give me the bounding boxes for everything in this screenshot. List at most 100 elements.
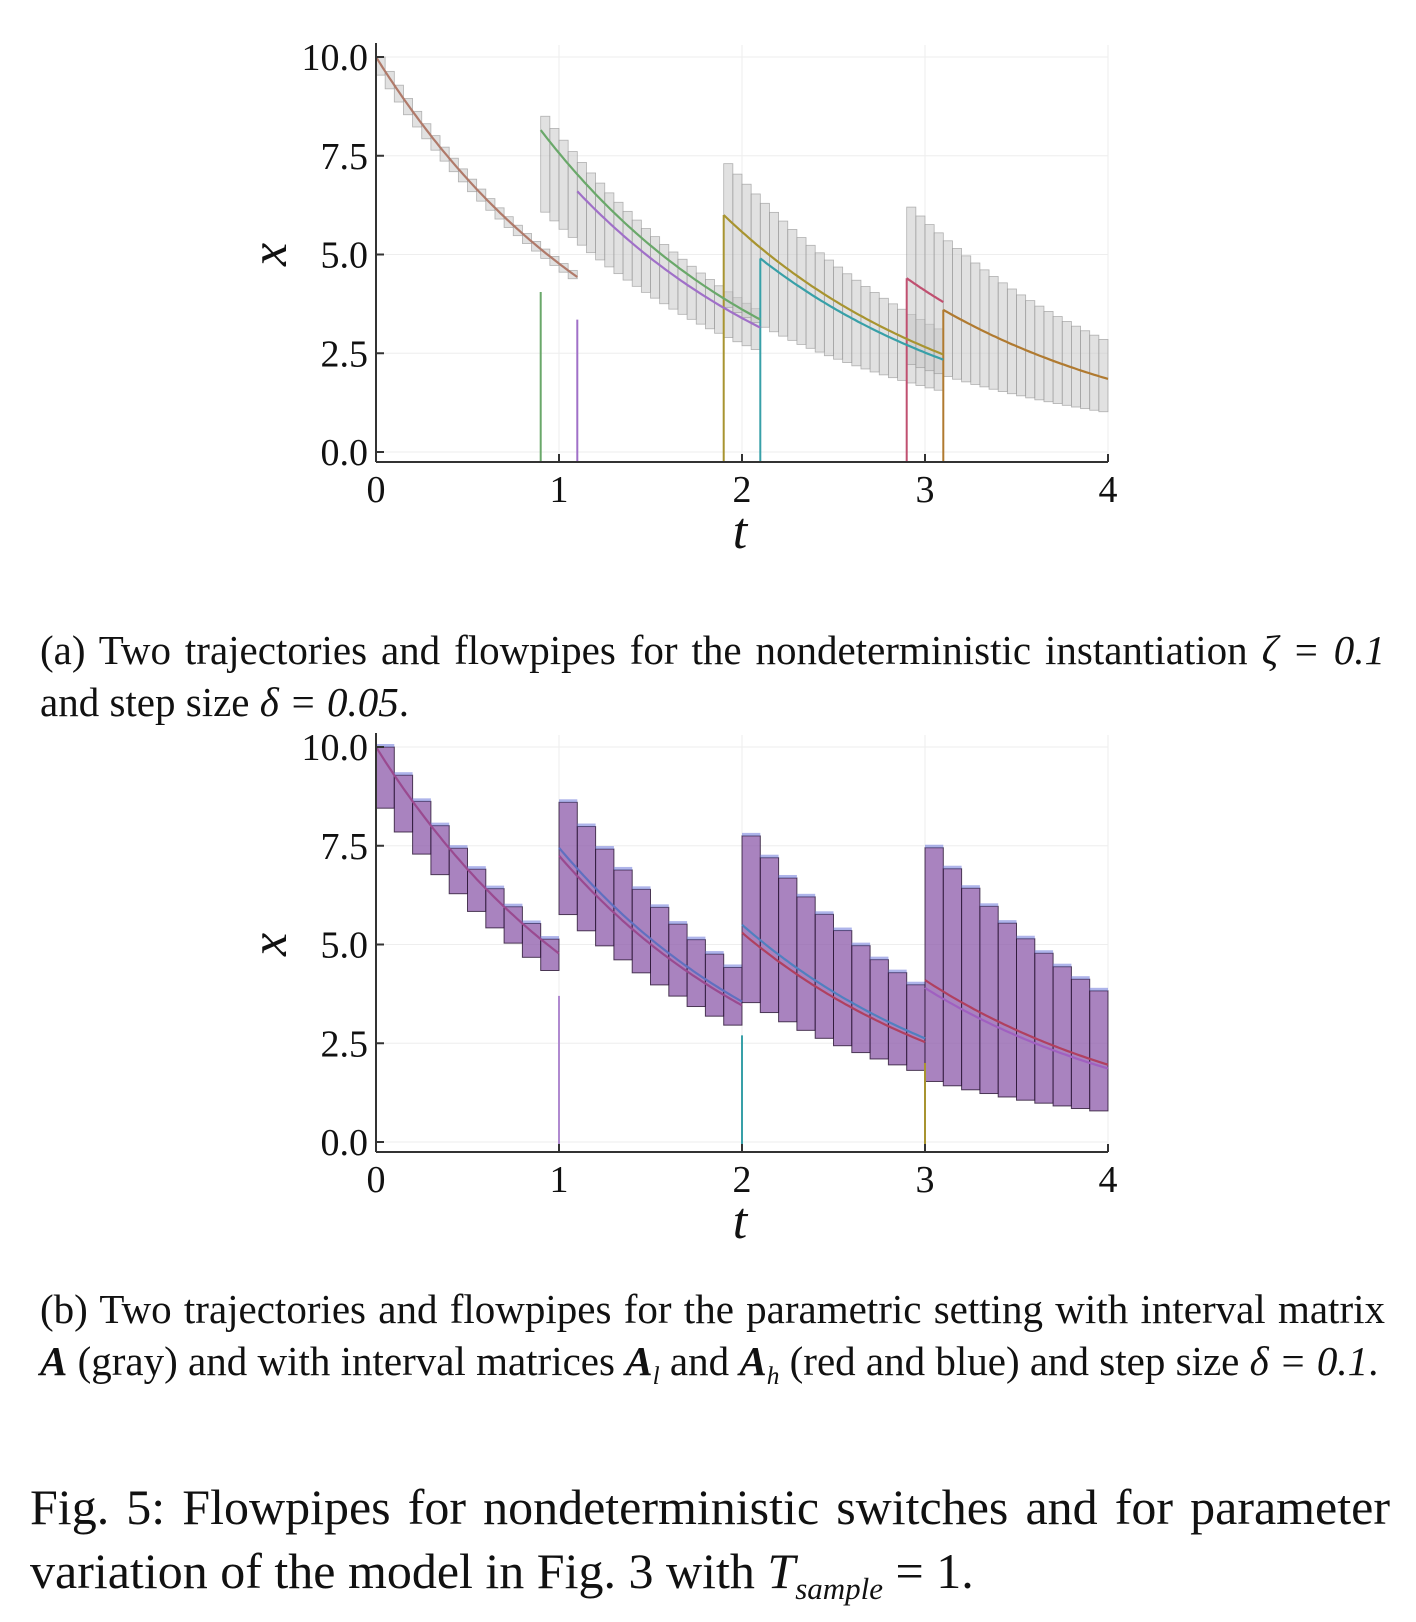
flowpipe-box bbox=[961, 887, 981, 1091]
trajectory-segment bbox=[942, 308, 1109, 380]
flowpipe-box-edge bbox=[906, 981, 925, 985]
trajectories bbox=[375, 56, 1109, 380]
flowpipe-box-edge bbox=[778, 874, 797, 878]
flowpipe-box bbox=[503, 906, 523, 944]
flowpipe-box-edge bbox=[376, 744, 395, 747]
flowpipe-box bbox=[942, 868, 963, 1087]
flowpipe-box bbox=[1016, 294, 1027, 397]
trajectory-segment bbox=[906, 277, 944, 304]
flowpipe-box-edge bbox=[1016, 935, 1035, 939]
flowpipe-box bbox=[375, 746, 395, 809]
trajectory-segment bbox=[558, 854, 743, 1007]
flowpipe-box bbox=[814, 913, 835, 1039]
trajectory-segment bbox=[741, 931, 926, 1044]
trajectory-segment bbox=[924, 979, 1109, 1066]
flowpipe-box-edge bbox=[650, 904, 669, 908]
y-tick-label: 2.5 bbox=[321, 333, 369, 375]
flowpipe-box bbox=[1025, 300, 1036, 399]
trajectory-segment bbox=[924, 986, 1109, 1070]
trajectory-segment bbox=[539, 129, 761, 321]
x-tick-label: 3 bbox=[916, 469, 935, 511]
flowpipe-box bbox=[393, 774, 414, 833]
flowpipe-box-edge bbox=[961, 885, 980, 889]
flowpipe-box-edge bbox=[577, 823, 596, 827]
x-tick-label: 1 bbox=[550, 469, 569, 511]
flowpipe-box-edge bbox=[925, 844, 944, 848]
figure-caption-t: T bbox=[767, 1543, 796, 1599]
y-tick-label: 2.5 bbox=[321, 1023, 369, 1065]
flowpipe-box-edge bbox=[430, 822, 450, 826]
caption-b-and: and bbox=[659, 1338, 740, 1384]
caption-b-sub-h: h bbox=[766, 1362, 780, 1391]
caption-b-mid1: (gray) and with interval matrices bbox=[67, 1338, 626, 1384]
caption-a-delta: δ = 0.05 bbox=[259, 679, 399, 725]
flowpipe-box bbox=[979, 905, 999, 1095]
flowpipe-box bbox=[750, 193, 761, 323]
flowpipe-box bbox=[1016, 938, 1036, 1101]
figure-caption-sub: sample bbox=[795, 1571, 884, 1606]
flowpipe-box bbox=[723, 163, 734, 308]
flowpipe-box-edge bbox=[613, 866, 633, 870]
caption-b: (b) Two trajectories and flowpipes for t… bbox=[40, 1283, 1385, 1402]
trajectory-segment bbox=[722, 214, 944, 356]
flowpipe-box bbox=[952, 248, 963, 380]
flowpipe-box-edge bbox=[1053, 963, 1072, 967]
y-tick-label: 0.0 bbox=[321, 432, 369, 474]
flowpipe-box bbox=[961, 255, 972, 383]
flowpipe-box-edge bbox=[742, 832, 761, 836]
flowpipe-box-edge bbox=[449, 845, 468, 849]
trajectory-segment bbox=[375, 56, 578, 278]
flowpipe-box-edge bbox=[1071, 976, 1090, 980]
flowpipe-box bbox=[732, 173, 743, 314]
flowpipe-box-edge bbox=[851, 942, 871, 946]
flowpipe-box bbox=[970, 262, 981, 385]
caption-a-zeta: ζ = 0.1 bbox=[1261, 627, 1385, 673]
figure-caption-eq: = 1 bbox=[883, 1543, 962, 1599]
x-axis-label: t bbox=[733, 1193, 749, 1250]
switch-lines bbox=[558, 995, 926, 1152]
flowpipe-box-edge bbox=[632, 886, 651, 890]
x-tick-label: 1 bbox=[550, 1159, 569, 1201]
y-tick-label: 7.5 bbox=[321, 826, 369, 868]
flowpipe-box-edge bbox=[796, 893, 816, 897]
flowpipe-box-edge bbox=[815, 911, 834, 915]
caption-a-end: . bbox=[398, 679, 409, 725]
flowpipe-box bbox=[521, 922, 542, 958]
chart-b: 0 1 2 3 4 0.0 2.5 5.0 7.5 10.0 t x bbox=[0, 690, 1416, 1290]
trajectory-segment bbox=[741, 923, 926, 1040]
chart-b-svg: 0 1 2 3 4 0.0 2.5 5.0 7.5 10.0 t x bbox=[241, 727, 1118, 1250]
flowpipe-box bbox=[979, 269, 990, 388]
flowpipe-box-edge bbox=[1034, 950, 1054, 954]
flowpipe-box bbox=[759, 857, 780, 1014]
caption-b-mid2: (red and blue) and step size bbox=[779, 1338, 1250, 1384]
x-tick-label: 3 bbox=[916, 1159, 935, 1201]
flowpipe-box bbox=[448, 847, 469, 895]
flowpipe-box-edge bbox=[979, 903, 999, 907]
flowpipe-box-edge bbox=[705, 951, 724, 955]
trajectory-segment bbox=[558, 846, 743, 1003]
flowpipe-box bbox=[540, 938, 560, 972]
flowpipe-box bbox=[942, 240, 953, 377]
x-tick-label: 0 bbox=[367, 469, 386, 511]
flowpipe-box-edge bbox=[1089, 987, 1108, 991]
flowpipe-box bbox=[1070, 978, 1091, 1110]
flowpipe-box-edge bbox=[540, 936, 559, 940]
flowpipe-box bbox=[1089, 990, 1109, 1112]
flowpipe-box-edge bbox=[412, 798, 431, 802]
flowpipe-box bbox=[997, 282, 1008, 392]
flowpipe-box bbox=[924, 847, 944, 1082]
y-axis-label: x bbox=[241, 243, 298, 267]
flowpipe-box-edge bbox=[504, 903, 523, 907]
caption-b-matrix-ah: A bbox=[739, 1338, 767, 1384]
flowpipe-box bbox=[741, 183, 752, 319]
figure-caption: Fig. 5: Flowpipes for nondeterministic s… bbox=[30, 1475, 1390, 1621]
x-tick-label: 4 bbox=[1099, 1159, 1118, 1201]
flowpipe-box-edge bbox=[687, 936, 706, 940]
flowpipe-box-edge bbox=[394, 772, 413, 776]
flowpipe-box bbox=[988, 276, 999, 390]
y-tick-label: 0.0 bbox=[321, 1122, 369, 1164]
flowpipe-box-edge bbox=[833, 927, 852, 931]
flowpipe-box bbox=[467, 868, 487, 912]
y-tick-label: 5.0 bbox=[321, 235, 369, 277]
flowpipe-box bbox=[906, 984, 926, 1071]
